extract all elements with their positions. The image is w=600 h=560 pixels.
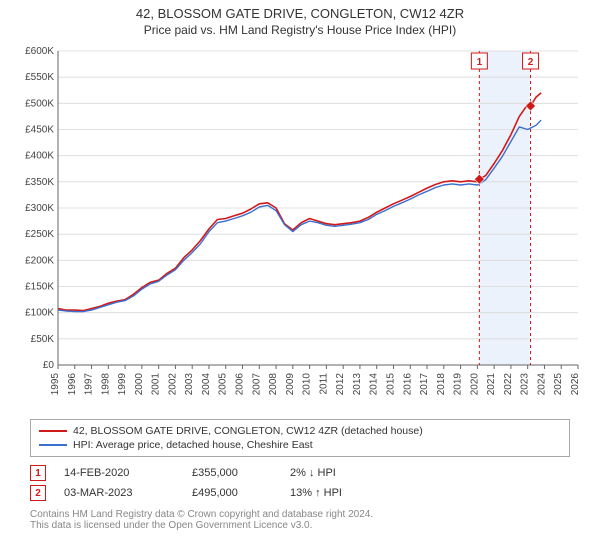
- svg-text:2001: 2001: [151, 373, 162, 396]
- events-table: 1 14-FEB-2020 £355,000 2% ↓ HPI 2 03-MAR…: [30, 463, 570, 503]
- svg-text:1996: 1996: [67, 373, 78, 396]
- svg-text:2009: 2009: [285, 373, 296, 396]
- svg-text:£300K: £300K: [25, 203, 54, 214]
- footer-attribution: Contains HM Land Registry data © Crown c…: [30, 509, 570, 531]
- svg-text:£450K: £450K: [25, 125, 54, 136]
- event-delta: 13% ↑ HPI: [290, 487, 400, 499]
- svg-text:2: 2: [528, 57, 534, 68]
- svg-text:1995: 1995: [50, 373, 61, 396]
- svg-text:2026: 2026: [570, 373, 581, 396]
- svg-text:2013: 2013: [352, 373, 363, 396]
- svg-text:2021: 2021: [486, 373, 497, 396]
- svg-text:2025: 2025: [553, 373, 564, 396]
- svg-text:£400K: £400K: [25, 151, 54, 162]
- event-badge: 1: [30, 465, 46, 481]
- svg-text:2004: 2004: [201, 373, 212, 396]
- event-price: £355,000: [192, 467, 272, 479]
- footer-line: Contains HM Land Registry data © Crown c…: [30, 509, 570, 520]
- svg-text:2024: 2024: [536, 373, 547, 396]
- svg-text:£200K: £200K: [25, 255, 54, 266]
- event-price: £495,000: [192, 487, 272, 499]
- legend-swatch: [39, 444, 67, 446]
- legend-swatch: [39, 430, 67, 432]
- event-badge: 2: [30, 485, 46, 501]
- event-row: 2 03-MAR-2023 £495,000 13% ↑ HPI: [30, 483, 570, 503]
- svg-text:2005: 2005: [218, 373, 229, 396]
- svg-text:2019: 2019: [453, 373, 464, 396]
- svg-text:2012: 2012: [335, 373, 346, 396]
- svg-text:2010: 2010: [302, 373, 313, 396]
- svg-text:£600K: £600K: [25, 46, 54, 57]
- legend-box: 42, BLOSSOM GATE DRIVE, CONGLETON, CW12 …: [30, 419, 570, 457]
- svg-text:2020: 2020: [469, 373, 480, 396]
- svg-text:£250K: £250K: [25, 229, 54, 240]
- title-block: 42, BLOSSOM GATE DRIVE, CONGLETON, CW12 …: [0, 0, 600, 39]
- svg-text:2003: 2003: [184, 373, 195, 396]
- svg-text:£500K: £500K: [25, 98, 54, 109]
- svg-text:1: 1: [477, 57, 483, 68]
- legend-label: HPI: Average price, detached house, Ches…: [73, 439, 313, 451]
- footer-line: This data is licensed under the Open Gov…: [30, 520, 570, 531]
- svg-text:£550K: £550K: [25, 72, 54, 83]
- svg-text:£350K: £350K: [25, 177, 54, 188]
- svg-text:2011: 2011: [318, 373, 329, 395]
- svg-text:2017: 2017: [419, 373, 430, 396]
- chart-area: £0 £50K £100K £150K £200K £250K £300K £350K £400…: [10, 43, 590, 413]
- svg-text:2018: 2018: [436, 373, 447, 396]
- chart-title-sub: Price paid vs. HM Land Registry's House …: [0, 21, 600, 37]
- svg-text:1999: 1999: [117, 373, 128, 396]
- svg-text:2002: 2002: [167, 373, 178, 396]
- svg-text:£50K: £50K: [31, 334, 55, 345]
- event-date: 03-MAR-2023: [64, 487, 174, 499]
- svg-text:2023: 2023: [520, 373, 531, 396]
- svg-text:2014: 2014: [369, 373, 380, 396]
- svg-text:1997: 1997: [84, 373, 95, 396]
- event-date: 14-FEB-2020: [64, 467, 174, 479]
- svg-text:2015: 2015: [385, 373, 396, 396]
- legend-item: HPI: Average price, detached house, Ches…: [39, 438, 561, 452]
- event-delta: 2% ↓ HPI: [290, 467, 400, 479]
- svg-text:2022: 2022: [503, 373, 514, 396]
- svg-text:£150K: £150K: [25, 282, 54, 293]
- svg-text:1998: 1998: [100, 373, 111, 396]
- legend-item: 42, BLOSSOM GATE DRIVE, CONGLETON, CW12 …: [39, 424, 561, 438]
- chart-title-main: 42, BLOSSOM GATE DRIVE, CONGLETON, CW12 …: [0, 6, 600, 21]
- svg-text:2006: 2006: [235, 373, 246, 396]
- svg-text:2007: 2007: [251, 373, 262, 396]
- svg-text:2016: 2016: [402, 373, 413, 396]
- svg-text:£0: £0: [43, 360, 55, 371]
- line-chart: £0 £50K £100K £150K £200K £250K £300K £350K £400…: [10, 43, 590, 413]
- svg-text:£100K: £100K: [25, 308, 54, 319]
- event-row: 1 14-FEB-2020 £355,000 2% ↓ HPI: [30, 463, 570, 483]
- svg-text:2000: 2000: [134, 373, 145, 396]
- svg-text:2008: 2008: [268, 373, 279, 396]
- legend-label: 42, BLOSSOM GATE DRIVE, CONGLETON, CW12 …: [73, 425, 423, 437]
